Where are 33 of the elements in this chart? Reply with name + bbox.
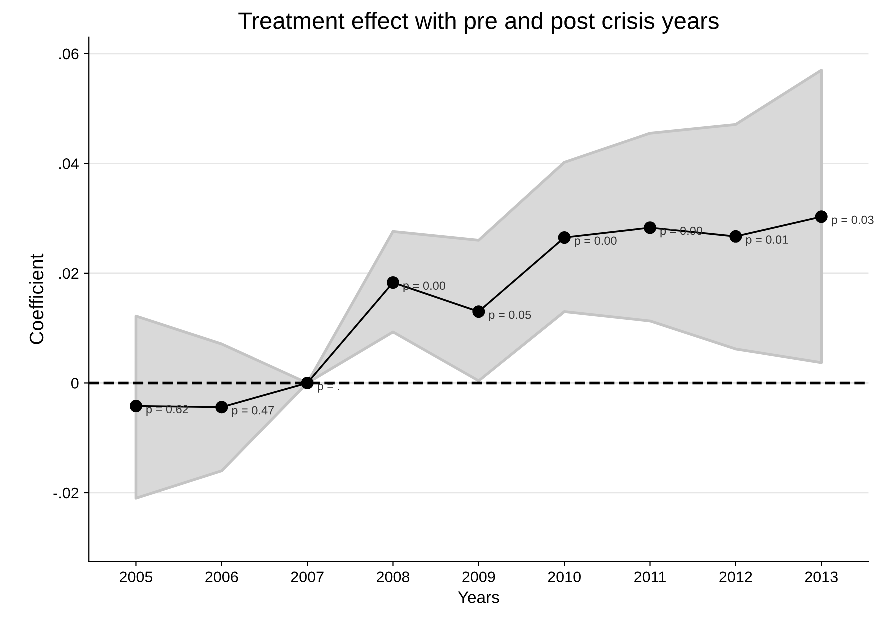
y-tick-label: .06 xyxy=(60,48,79,60)
point xyxy=(815,210,828,224)
y-tick-label: .04 xyxy=(60,158,79,170)
annotation: p = 0.00 xyxy=(575,236,617,248)
point xyxy=(216,401,228,414)
point xyxy=(130,400,142,413)
x-tick-label: 2008 xyxy=(377,572,410,583)
annotation: p = 0.01 xyxy=(746,236,788,246)
x-tick-label: 2009 xyxy=(462,572,496,583)
annotation: p = 0.05 xyxy=(489,310,532,322)
annotation: p = 0.47 xyxy=(232,406,274,418)
chart-title: Treatment effect with pre and post crisis years xyxy=(238,12,719,34)
y-axis-title: Coefficient xyxy=(29,254,44,344)
y-tick-label: 0 xyxy=(71,378,79,389)
x-tick-label: 2007 xyxy=(291,572,324,583)
x-tick-label: 2006 xyxy=(206,572,238,583)
x-tick-label: 2012 xyxy=(720,572,752,583)
annotation: p = 0.03 xyxy=(832,216,874,227)
point xyxy=(730,230,742,243)
point xyxy=(472,306,486,318)
x-tick-label: 2013 xyxy=(805,572,838,583)
x-tick-label: 2005 xyxy=(120,572,153,583)
point xyxy=(301,376,314,390)
y-tick-label: -.02 xyxy=(54,488,79,499)
y-tick-label: .02 xyxy=(60,268,79,280)
x-tick-label: 2010 xyxy=(548,572,581,583)
x-axis-title: Years xyxy=(458,592,500,604)
point xyxy=(386,276,400,290)
annotation: p = 0.62 xyxy=(146,405,188,416)
point xyxy=(644,222,657,234)
x-tick-label: 2011 xyxy=(634,572,666,583)
point xyxy=(558,232,571,244)
annotation: p = . xyxy=(318,384,340,393)
